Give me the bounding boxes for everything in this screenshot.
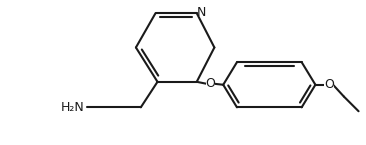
Text: O: O	[206, 77, 216, 90]
Text: O: O	[324, 78, 334, 91]
Text: N: N	[197, 6, 206, 19]
Text: H₂N: H₂N	[60, 101, 84, 114]
